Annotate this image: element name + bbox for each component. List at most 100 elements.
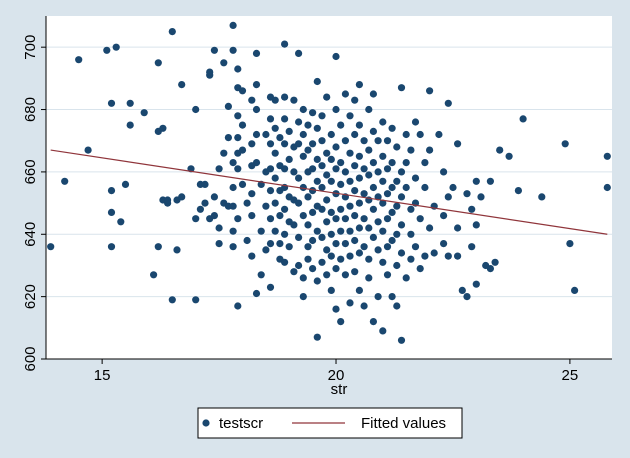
data-point-313 xyxy=(430,249,438,257)
data-point-114 xyxy=(281,115,289,123)
data-point-4 xyxy=(103,46,111,54)
data-point-96 xyxy=(266,187,275,195)
data-point-73 xyxy=(248,96,256,104)
data-point-187 xyxy=(327,252,335,260)
data-point-22 xyxy=(164,196,172,204)
data-point-343 xyxy=(561,140,569,148)
data-point-156 xyxy=(309,187,317,195)
data-point-288 xyxy=(397,221,406,229)
data-point-56 xyxy=(229,202,237,210)
data-point-253 xyxy=(369,318,377,326)
data-point-36 xyxy=(201,180,209,188)
data-point-302 xyxy=(411,243,420,251)
data-point-144 xyxy=(299,274,307,282)
data-point-232 xyxy=(355,249,363,257)
data-point-0 xyxy=(47,243,55,251)
data-point-318 xyxy=(444,99,452,107)
data-point-6 xyxy=(107,208,116,216)
data-point-285 xyxy=(397,84,406,92)
data-point-83 xyxy=(252,159,261,167)
data-point-332 xyxy=(472,280,480,288)
data-point-293 xyxy=(402,183,410,192)
data-point-165 xyxy=(313,227,321,235)
data-point-304 xyxy=(416,215,424,223)
data-point-191 xyxy=(332,143,340,151)
data-point-113 xyxy=(281,93,289,101)
data-point-70 xyxy=(238,121,247,129)
data-point-281 xyxy=(393,202,401,210)
data-point-310 xyxy=(426,146,434,154)
data-point-303 xyxy=(416,130,424,139)
data-point-284 xyxy=(393,302,401,310)
data-point-31 xyxy=(192,215,200,223)
y-axis: 600 620 640 660 680 700 xyxy=(22,16,47,372)
data-point-34 xyxy=(196,205,204,213)
data-point-106 xyxy=(276,134,284,142)
data-point-247 xyxy=(369,90,377,98)
data-point-228 xyxy=(355,152,363,160)
data-point-328 xyxy=(468,205,476,213)
data-point-300 xyxy=(411,174,420,182)
data-point-128 xyxy=(290,168,298,176)
data-point-142 xyxy=(299,183,307,192)
data-point-173 xyxy=(318,233,326,241)
data-point-10 xyxy=(121,180,130,188)
data-point-79 xyxy=(252,49,261,58)
data-point-63 xyxy=(234,134,242,142)
data-point-152 xyxy=(304,255,312,263)
data-point-202 xyxy=(337,227,345,235)
data-point-3 xyxy=(84,146,92,154)
data-point-236 xyxy=(360,190,368,198)
data-point-186 xyxy=(327,230,335,238)
data-point-135 xyxy=(295,174,303,182)
data-point-91 xyxy=(262,246,270,254)
data-point-100 xyxy=(271,96,279,104)
data-point-58 xyxy=(229,243,237,251)
data-point-330 xyxy=(472,177,480,185)
data-point-137 xyxy=(295,233,303,241)
data-point-169 xyxy=(318,137,326,145)
data-point-45 xyxy=(215,224,223,232)
legend: testscr Fitted values xyxy=(197,407,463,439)
data-point-138 xyxy=(295,261,303,270)
data-point-57 xyxy=(229,227,237,235)
data-point-341 xyxy=(519,115,527,123)
plot-area xyxy=(46,16,612,360)
data-point-218 xyxy=(346,299,354,307)
data-point-190 xyxy=(332,105,340,114)
data-point-155 xyxy=(309,165,317,173)
data-point-258 xyxy=(374,246,382,254)
data-point-163 xyxy=(313,177,321,185)
data-point-286 xyxy=(397,168,406,176)
data-point-162 xyxy=(313,155,321,163)
data-point-221 xyxy=(351,162,359,170)
data-point-157 xyxy=(309,208,317,216)
y-tick-label-620: 620 xyxy=(22,284,39,309)
data-point-62 xyxy=(234,112,242,120)
data-point-216 xyxy=(346,227,354,235)
data-point-346 xyxy=(603,183,611,192)
data-point-305 xyxy=(416,265,424,273)
data-point-198 xyxy=(337,121,345,129)
data-point-77 xyxy=(248,212,256,220)
data-point-101 xyxy=(271,124,279,132)
data-point-223 xyxy=(351,212,359,220)
data-point-297 xyxy=(407,230,415,238)
data-point-282 xyxy=(393,230,401,238)
data-point-215 xyxy=(346,202,354,210)
data-point-292 xyxy=(402,159,410,167)
legend-marker-testscr xyxy=(202,419,210,427)
data-point-298 xyxy=(407,255,415,263)
data-point-319 xyxy=(444,193,452,201)
data-point-255 xyxy=(374,168,382,176)
data-point-119 xyxy=(281,230,289,238)
data-point-234 xyxy=(360,137,368,145)
data-point-109 xyxy=(276,212,284,220)
data-point-338 xyxy=(496,146,504,154)
data-point-65 xyxy=(234,165,242,173)
fitted-values-line xyxy=(50,149,608,235)
data-point-14 xyxy=(140,109,148,117)
data-point-181 xyxy=(323,271,331,279)
data-point-183 xyxy=(327,155,335,163)
data-point-244 xyxy=(365,224,373,232)
